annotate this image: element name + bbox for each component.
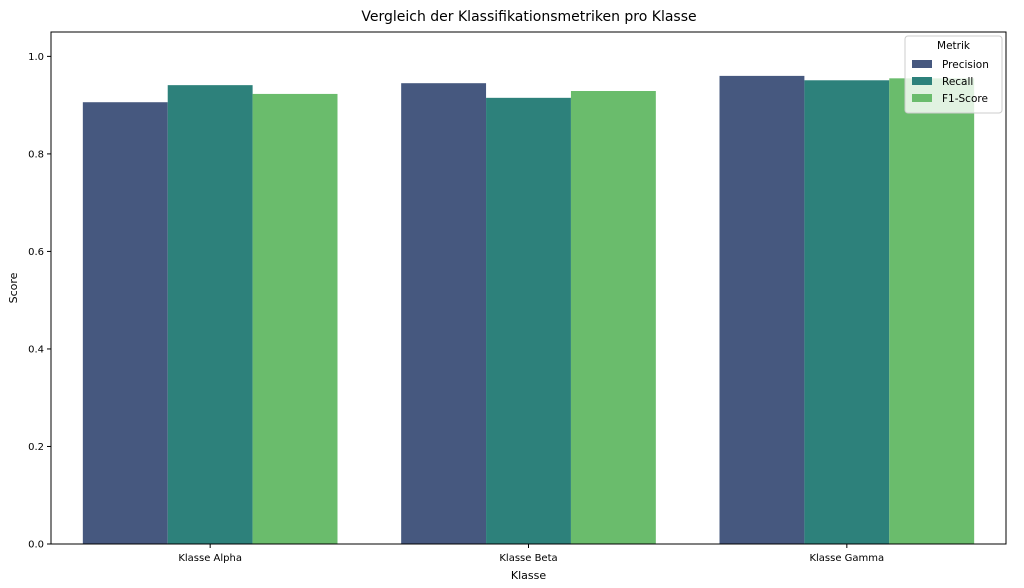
bar-precision-2 (401, 83, 487, 544)
x-tick-label: Klasse Beta (499, 553, 557, 564)
legend-label-recall: Recall (942, 76, 973, 88)
y-axis: 0.0 0.2 0.4 0.6 0.8 1.0 (28, 52, 51, 551)
bar-f1-score-1 (252, 93, 338, 545)
y-tick-label: 0.6 (28, 247, 44, 258)
x-tick-label: Klasse Alpha (178, 553, 242, 564)
y-tick-label: 1.0 (28, 52, 44, 63)
y-tick-label: 0.4 (28, 344, 44, 355)
y-tick-label: 0.8 (28, 149, 44, 160)
bar-f1-score-3 (889, 78, 975, 545)
legend-swatch-f1-score (912, 94, 932, 102)
y-tick-label: 0.0 (28, 540, 44, 551)
bar-recall-3 (804, 80, 890, 544)
legend-label-precision: Precision (942, 59, 989, 71)
bar-f1-score-2 (570, 91, 656, 545)
x-tick-label: Klasse Gamma (809, 553, 884, 564)
x-axis-label: Klasse (511, 569, 546, 582)
bar-recall-2 (486, 97, 571, 544)
legend-label-f1-score: F1-Score (942, 93, 988, 105)
legend: Metrik Precision Recall F1-Score (904, 35, 1003, 114)
legend-box (904, 35, 1003, 114)
bar-precision-1 (82, 102, 168, 545)
bar-recall-1 (167, 85, 253, 544)
plot-frame (50, 31, 1007, 545)
x-axis: Klasse Alpha Klasse Beta Klasse Gamma (178, 544, 884, 564)
legend-items: Precision Recall F1-Score (912, 59, 989, 105)
y-tick-label: 0.2 (28, 442, 44, 453)
legend-swatch-precision (912, 60, 932, 68)
legend-swatch-recall (912, 77, 932, 85)
legend-title: Metrik (937, 40, 971, 52)
chart-title: Vergleich der Klassifikationsmetriken pr… (361, 9, 696, 25)
bars-group (82, 75, 975, 545)
bar-precision-3 (719, 75, 805, 544)
y-axis-label: Score (7, 272, 20, 303)
